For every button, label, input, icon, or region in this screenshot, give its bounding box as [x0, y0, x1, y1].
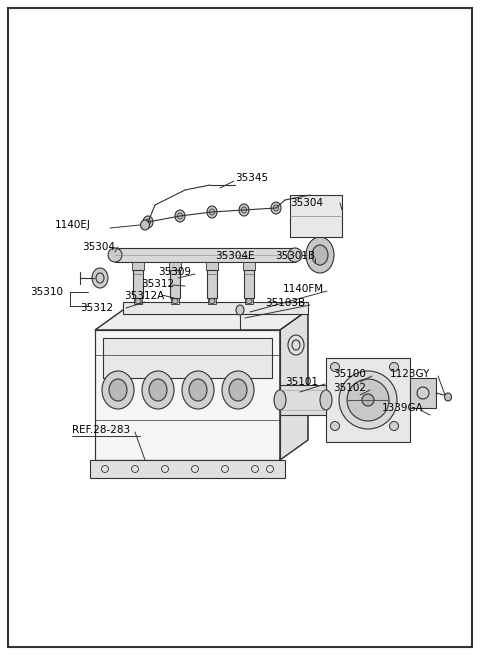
Bar: [169, 262, 181, 270]
Bar: [280, 385, 326, 415]
Bar: [95, 330, 280, 460]
Bar: [245, 298, 253, 304]
Ellipse shape: [362, 394, 374, 406]
Text: 1123GY: 1123GY: [390, 369, 431, 379]
Ellipse shape: [331, 362, 339, 371]
Text: 35310: 35310: [30, 287, 63, 297]
Ellipse shape: [389, 362, 398, 371]
Text: 35309: 35309: [158, 267, 191, 277]
Ellipse shape: [274, 390, 286, 410]
Ellipse shape: [108, 248, 122, 262]
Bar: [207, 270, 217, 298]
Bar: [410, 378, 436, 408]
Ellipse shape: [271, 202, 281, 214]
Bar: [103, 338, 272, 378]
Ellipse shape: [207, 206, 217, 218]
Ellipse shape: [142, 371, 174, 409]
Bar: [171, 298, 179, 304]
Ellipse shape: [182, 371, 214, 409]
Ellipse shape: [229, 379, 247, 401]
Bar: [132, 262, 144, 270]
Polygon shape: [90, 460, 285, 478]
Text: 35102: 35102: [333, 383, 366, 393]
Bar: [133, 270, 143, 298]
Ellipse shape: [320, 390, 332, 410]
Text: 35304E: 35304E: [215, 251, 254, 261]
Text: 1140EJ: 1140EJ: [55, 220, 91, 230]
Ellipse shape: [444, 393, 452, 401]
Polygon shape: [95, 330, 280, 460]
Text: 35100: 35100: [333, 369, 366, 379]
Bar: [170, 270, 180, 298]
Bar: [123, 302, 308, 314]
Ellipse shape: [92, 268, 108, 288]
Bar: [244, 270, 254, 298]
Text: 35301B: 35301B: [275, 251, 315, 261]
Ellipse shape: [143, 216, 153, 228]
Polygon shape: [280, 310, 308, 460]
Bar: [208, 298, 216, 304]
Ellipse shape: [109, 379, 127, 401]
Ellipse shape: [239, 204, 249, 216]
Ellipse shape: [339, 371, 397, 429]
Ellipse shape: [222, 371, 254, 409]
Text: 35101: 35101: [285, 377, 318, 387]
Text: 1140FM: 1140FM: [283, 284, 324, 294]
Ellipse shape: [288, 248, 302, 262]
Text: 35312: 35312: [80, 303, 113, 313]
Ellipse shape: [331, 422, 339, 430]
Ellipse shape: [175, 210, 185, 222]
Ellipse shape: [312, 245, 328, 265]
Text: 35304: 35304: [82, 242, 115, 252]
Ellipse shape: [189, 379, 207, 401]
Text: 35312: 35312: [141, 279, 174, 289]
Bar: [326, 358, 410, 442]
Ellipse shape: [236, 305, 244, 315]
Text: 35345: 35345: [235, 173, 268, 183]
Ellipse shape: [141, 220, 149, 230]
Text: 35103B: 35103B: [265, 298, 305, 308]
Text: REF.28-283: REF.28-283: [72, 425, 130, 435]
Bar: [206, 262, 218, 270]
Text: 35312A: 35312A: [124, 291, 164, 301]
Bar: [243, 262, 255, 270]
Bar: [134, 298, 142, 304]
Polygon shape: [95, 310, 308, 330]
Bar: [290, 195, 342, 237]
Text: 1339GA: 1339GA: [382, 403, 424, 413]
Text: 35304: 35304: [290, 198, 323, 208]
Bar: [115, 248, 295, 262]
Ellipse shape: [389, 422, 398, 430]
Ellipse shape: [306, 237, 334, 273]
Ellipse shape: [102, 371, 134, 409]
Ellipse shape: [347, 379, 389, 421]
Ellipse shape: [149, 379, 167, 401]
